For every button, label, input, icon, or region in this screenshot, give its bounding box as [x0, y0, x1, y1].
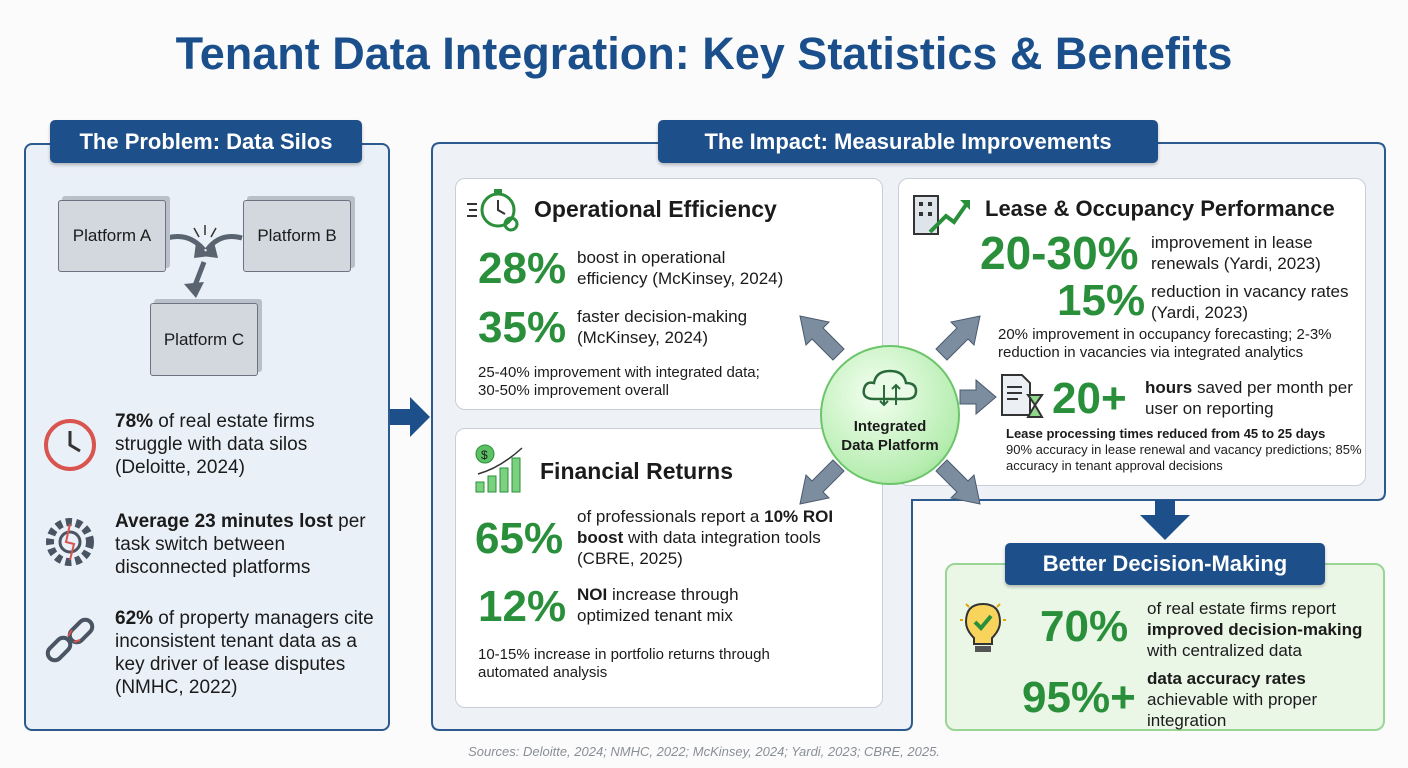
stopwatch-gear-icon: [467, 189, 519, 232]
stat-text: of real estate firms report improved dec…: [1147, 599, 1363, 660]
stat-value: 95%+: [1022, 673, 1136, 722]
platform-c: Platform C: [150, 303, 258, 376]
right-arrow-icon: [390, 397, 430, 437]
platform-arrows: [166, 225, 243, 298]
document-hourglass-icon: [1001, 374, 1044, 418]
stat-text: hours saved per month per user on report…: [1145, 378, 1353, 418]
lease-note: 20% improvement in occupancy forecasting…: [998, 326, 1332, 361]
problem-stat-2: Average 23 minutes lost per task switch …: [115, 511, 366, 578]
stat-text: data accuracy rates achievable with prop…: [1147, 669, 1318, 730]
money-growth-icon: $: [475, 444, 523, 493]
operational-title: Operational Efficiency: [534, 196, 777, 222]
financial-card: [455, 428, 883, 708]
stat-value: 20+: [1052, 374, 1127, 423]
stat-text: of professionals report a 10% ROI boost …: [577, 507, 834, 568]
stat-text: reduction in vacancy rates (Yardi, 2023): [1151, 282, 1349, 322]
stat-value: 20-30%: [980, 227, 1139, 279]
broken-gear-icon: [46, 518, 94, 566]
problem-header: The Problem: Data Silos: [50, 120, 362, 163]
integrated-data-platform: Integrated Data Platform: [820, 345, 960, 485]
stat-value: 35%: [478, 303, 567, 352]
better-header: Better Decision-Making: [1005, 543, 1325, 585]
lease-note-bold: Lease processing times reduced from 45 t…: [1006, 426, 1326, 441]
lease-note-2: 90% accuracy in lease renewal and vacanc…: [1006, 442, 1362, 473]
clock-alert-icon: [44, 419, 96, 471]
problem-stat-1: 78% of real estate firms struggle with d…: [115, 411, 315, 478]
financial-title: Financial Returns: [540, 458, 733, 484]
building-growth-icon: [913, 195, 970, 235]
stat-value: 65%: [475, 514, 564, 563]
cloud-sync-icon: [862, 369, 918, 407]
stat-text: boost in operational efficiency (McKinse…: [577, 248, 784, 288]
operational-card: [455, 178, 883, 410]
svg-text:$: $: [481, 448, 488, 462]
impact-header: The Impact: Measurable Improvements: [658, 120, 1158, 163]
lease-title: Lease & Occupancy Performance: [985, 196, 1335, 221]
operational-note: 25-40% improvement with integrated data;…: [478, 364, 760, 399]
stat-value: 12%: [478, 582, 567, 631]
platform-b: Platform B: [243, 200, 351, 272]
lightbulb-check-icon: [960, 602, 1006, 652]
platform-a: Platform A: [58, 200, 166, 272]
problem-stat-3: 62% of property managers cite inconsiste…: [115, 608, 374, 698]
stat-text: NOI increase through optimized tenant mi…: [577, 585, 739, 625]
stat-value: 70%: [1040, 602, 1129, 651]
better-decision-panel: [945, 563, 1385, 731]
broken-chain-icon: [45, 617, 95, 663]
stat-text: faster decision-making (McKinsey, 2024): [577, 307, 748, 347]
stat-value: 28%: [478, 244, 567, 293]
sources: Sources: Deloitte, 2024; NMHC, 2022; McK…: [468, 744, 940, 759]
center-label: Integrated Data Platform: [841, 418, 939, 454]
page-title: Tenant Data Integration: Key Statistics …: [175, 28, 1233, 79]
financial-note: 10-15% increase in portfolio returns thr…: [478, 646, 770, 681]
stat-value: 15%: [1057, 276, 1146, 325]
stat-text: improvement in lease renewals (Yardi, 20…: [1151, 233, 1321, 273]
